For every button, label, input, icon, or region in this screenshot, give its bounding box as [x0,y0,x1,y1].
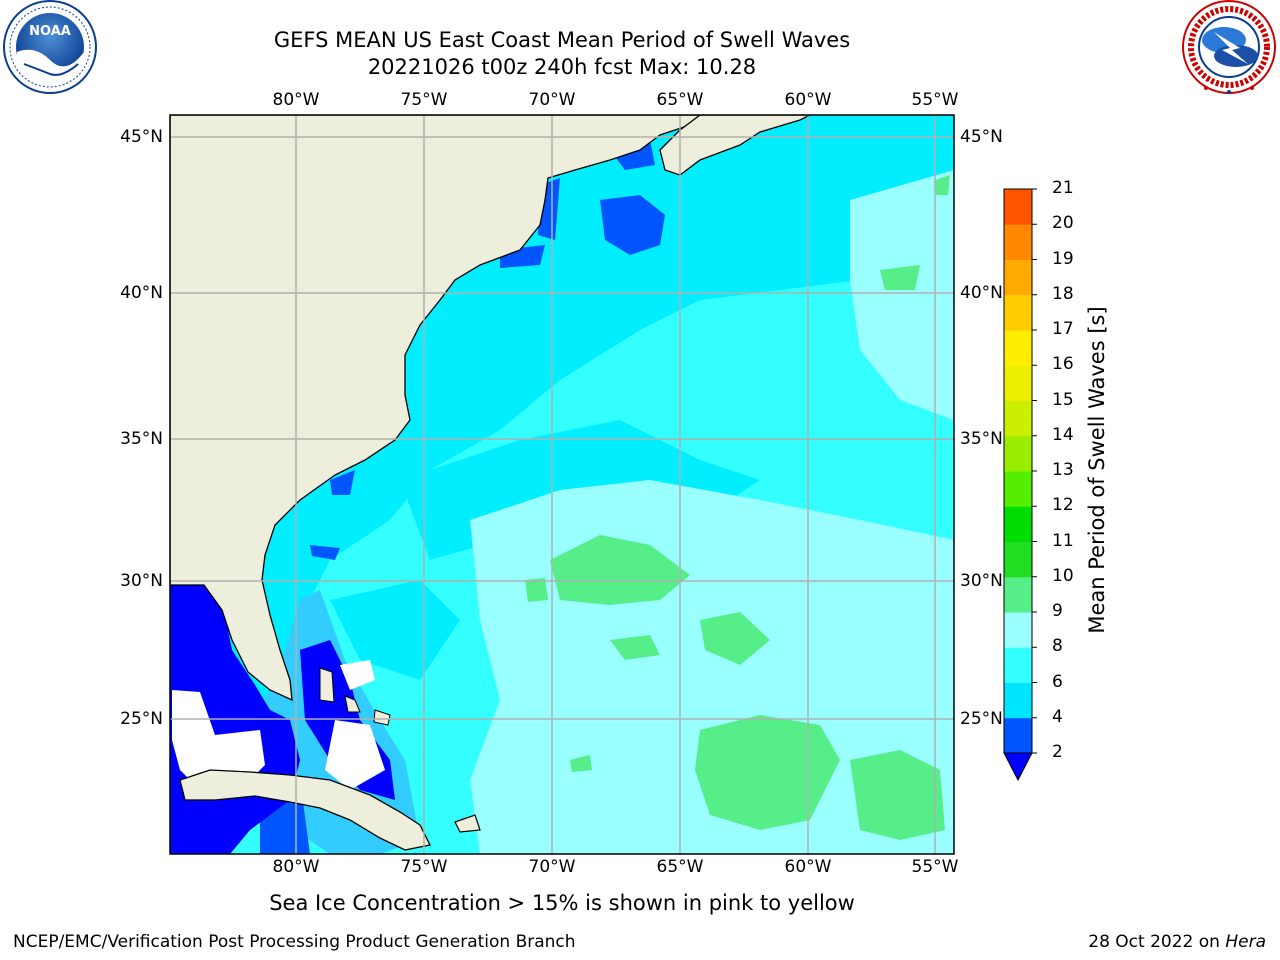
colorbar-tick-label: 2 [1052,742,1063,762]
colorbar-segment [1004,647,1032,683]
cuba-land [179,769,431,851]
colorbar-label: Mean Period of Swell Waves [s] [1085,306,1109,634]
noaa-logo: NOAA [3,0,97,94]
colorbar-segment [1004,682,1032,719]
colorbar-segment [1004,576,1032,613]
map-subtitle: 20221026 t00z 240h fcst Max: 10.28 [367,55,757,79]
nws-logo [1182,0,1276,94]
lat-label-left: 45°N [120,127,163,147]
colorbar-segment [1004,471,1032,507]
lon-label-top: 65°W [656,90,704,110]
lat-label-left: 30°N [120,571,163,591]
colorbar-segment [1004,435,1032,472]
colorbar-tick-label: 17 [1052,319,1074,339]
colorbar-tick-label: 16 [1052,354,1074,375]
north-america-land [170,115,701,702]
credit-date-text: 28 Oct 2022 on [1088,932,1226,952]
credit-branch: NCEP/EMC/Verification Post Processing Pr… [13,932,576,952]
nova-scotia-land [659,115,811,176]
colorbar-segment [1004,189,1032,225]
lat-label-left: 25°N [120,709,163,729]
lon-label-bottom: 60°W [784,857,832,877]
map-frame [169,114,955,855]
lon-label-top: 55°W [911,90,959,110]
colorbar-segment [1004,541,1032,578]
lon-label-top: 70°W [528,90,576,110]
lat-label-right: 25°N [960,709,1003,729]
colorbar-tick-label: 20 [1052,213,1074,234]
lat-label-right: 35°N [960,429,1003,449]
colorbar-tick-label: 4 [1052,706,1063,727]
lat-label-left: 35°N [120,429,163,449]
colorbar-segment [1004,400,1032,437]
map-area [170,115,954,854]
lon-label-bottom: 70°W [528,857,576,877]
svg-text:NOAA: NOAA [29,24,71,39]
lon-label-bottom: 55°W [911,857,959,877]
colorbar-tick-label: 10 [1052,565,1074,586]
lon-label-bottom: 65°W [656,857,704,877]
lon-label-bottom: 80°W [272,857,320,877]
colorbar-tick-label: 19 [1052,248,1074,269]
colorbar-segment [1004,294,1032,331]
lon-label-top: 75°W [400,90,448,110]
lon-label-bottom: 75°W [400,857,448,877]
colorbar-tick-label: 6 [1052,671,1063,692]
lat-label-left: 40°N [120,283,163,303]
colorbar-segment [1004,717,1032,754]
lon-label-top: 80°W [272,90,320,110]
lat-label-right: 30°N [960,571,1003,591]
colorbar-under-arrow [1003,752,1033,782]
colorbar-segment [1004,259,1032,296]
colorbar-tick-label: 8 [1052,636,1063,657]
colorbar-tick-label: 9 [1052,601,1063,621]
colorbar-tick-label: 21 [1052,178,1074,198]
sea-ice-note: Sea Ice Concentration > 15% is shown in … [269,891,855,915]
colorbar-tick-label: 18 [1052,283,1074,304]
colorbar-tick-label: 13 [1052,460,1074,480]
colorbar-segment [1004,612,1032,648]
map-title: GEFS MEAN US East Coast Mean Period of S… [273,28,851,52]
lat-label-right: 45°N [960,127,1003,147]
graticule [170,115,954,854]
colorbar-segment [1004,506,1032,542]
lon-label-top: 60°W [784,90,832,110]
colorbar-tick-label: 14 [1052,424,1074,445]
credit-machine: Hera [1225,932,1266,952]
colorbar-segment [1004,365,1032,401]
colorbar-segment [1004,224,1032,260]
colorbar-segment [1004,330,1032,366]
colorbar [1003,188,1037,782]
colorbar-tick-label: 11 [1052,530,1074,551]
colorbar-tick-label: 15 [1052,389,1074,410]
lat-label-right: 40°N [960,283,1003,303]
colorbar-tick-label: 12 [1052,495,1074,516]
credit-date: 28 Oct 2022 on Hera [1088,932,1266,952]
